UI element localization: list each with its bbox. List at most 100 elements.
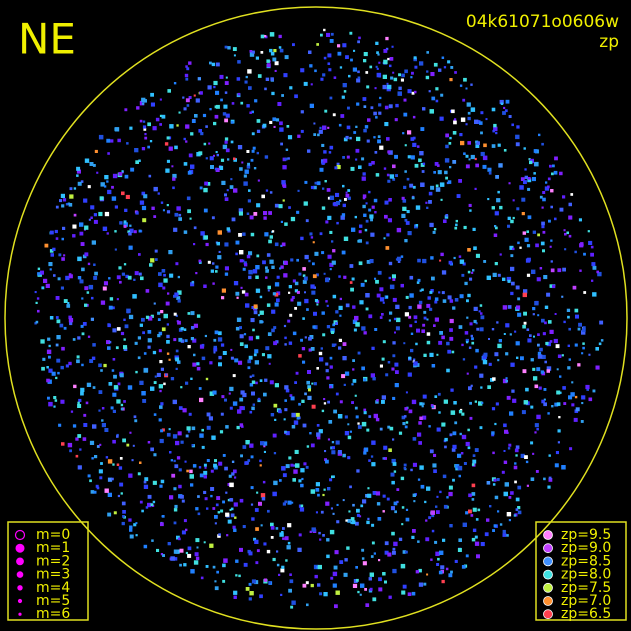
star <box>185 140 188 143</box>
star <box>542 332 546 336</box>
star <box>157 311 161 315</box>
star <box>363 59 367 63</box>
star <box>421 288 424 292</box>
star <box>433 453 437 457</box>
star <box>213 338 217 342</box>
star <box>41 366 45 371</box>
star <box>173 557 178 561</box>
star <box>173 549 179 554</box>
star <box>480 131 483 135</box>
star <box>450 570 453 574</box>
star <box>243 181 248 186</box>
star <box>471 337 474 341</box>
star <box>139 200 145 205</box>
star <box>450 66 454 69</box>
star <box>135 160 139 164</box>
star <box>318 129 323 134</box>
star <box>68 361 72 366</box>
star <box>431 364 436 368</box>
star <box>467 248 471 252</box>
star <box>246 212 250 215</box>
star <box>541 399 545 404</box>
star <box>404 144 407 147</box>
star <box>455 464 460 469</box>
star <box>239 547 243 552</box>
star <box>344 431 350 436</box>
star <box>60 365 64 370</box>
star <box>430 510 435 515</box>
star <box>295 463 300 468</box>
star <box>482 155 488 161</box>
star <box>416 145 420 148</box>
star <box>305 581 309 585</box>
star <box>175 262 179 266</box>
star <box>325 277 330 283</box>
star <box>240 101 244 105</box>
star <box>207 85 212 90</box>
star <box>208 142 211 145</box>
star <box>120 331 125 336</box>
star <box>347 519 352 523</box>
star <box>446 368 450 373</box>
star <box>346 125 351 130</box>
star <box>106 340 110 345</box>
star <box>351 227 356 232</box>
star <box>550 239 553 242</box>
star <box>502 378 508 384</box>
star <box>242 392 247 398</box>
star <box>448 142 452 145</box>
star <box>312 241 315 244</box>
star <box>469 416 473 420</box>
star <box>280 220 283 223</box>
star <box>281 531 284 534</box>
star <box>388 448 392 452</box>
star <box>370 218 373 222</box>
star <box>366 428 370 432</box>
star <box>381 395 386 400</box>
star <box>218 165 224 170</box>
star <box>285 388 290 393</box>
star <box>457 465 463 471</box>
star <box>398 537 403 541</box>
star <box>382 84 387 90</box>
star <box>438 291 441 294</box>
star <box>246 165 251 169</box>
star <box>174 292 179 297</box>
star <box>222 351 227 355</box>
star <box>519 185 524 190</box>
star <box>496 478 500 482</box>
star <box>385 373 389 377</box>
star <box>255 265 260 270</box>
star <box>462 358 466 361</box>
star <box>153 215 157 218</box>
star <box>358 165 362 169</box>
star <box>126 142 129 145</box>
star <box>289 579 294 584</box>
star <box>527 178 532 183</box>
star <box>163 278 168 283</box>
star <box>193 353 196 357</box>
star <box>541 354 546 359</box>
star <box>300 110 304 114</box>
star <box>175 367 178 370</box>
star <box>561 465 566 470</box>
star <box>480 386 483 389</box>
star <box>376 399 379 402</box>
star <box>294 94 298 99</box>
star <box>296 258 299 262</box>
star <box>453 256 456 260</box>
star <box>447 60 451 64</box>
star <box>279 121 283 126</box>
star <box>355 566 358 569</box>
star <box>350 517 355 521</box>
star <box>471 483 476 488</box>
star <box>120 407 124 411</box>
star <box>178 217 182 221</box>
star <box>557 429 561 433</box>
star <box>52 247 56 251</box>
star <box>389 311 393 315</box>
star <box>400 563 406 569</box>
star <box>173 508 178 512</box>
star <box>68 318 74 323</box>
star <box>385 295 389 298</box>
